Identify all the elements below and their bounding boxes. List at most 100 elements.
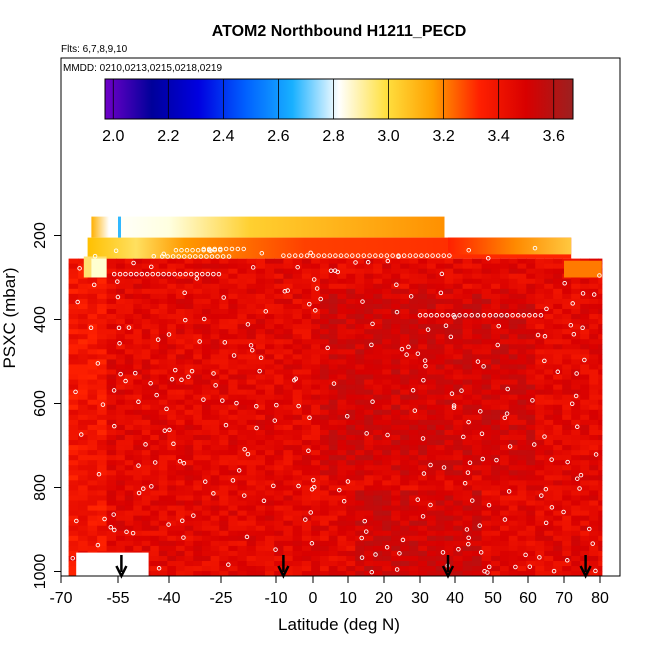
heatmap-cell (124, 540, 134, 547)
heatmap-cell (150, 298, 160, 305)
heatmap-cell (444, 298, 454, 305)
sample-point (423, 313, 428, 318)
heatmap-cell (106, 404, 117, 411)
heatmap-cell (311, 435, 321, 441)
heatmap-cell (210, 480, 220, 486)
heatmap-cell (444, 414, 454, 421)
heatmap-cell (598, 571, 603, 576)
heatmap-cell (237, 525, 248, 532)
heatmap-cell (355, 324, 365, 330)
heatmap-cell (133, 293, 143, 300)
heatmap-cell (328, 465, 339, 471)
heatmap-cell (346, 510, 356, 517)
heatmap-cell (462, 500, 473, 507)
heatmap-cell (526, 303, 536, 310)
heatmap-cell (491, 339, 501, 345)
heatmap-cell (544, 324, 554, 330)
heatmap-cell (265, 334, 275, 340)
heatmap-cell (193, 298, 203, 305)
heatmap-cell (427, 465, 437, 471)
heatmap-cell (228, 455, 239, 461)
heatmap-cell (328, 314, 339, 320)
sample-point (128, 271, 134, 277)
heatmap-cell (175, 535, 186, 542)
heatmap-cell (562, 399, 572, 406)
heatmap-cell (255, 399, 266, 406)
heatmap-cell (418, 450, 428, 456)
sample-point (111, 512, 116, 517)
heatmap-cell (508, 414, 519, 421)
sample-point (307, 415, 312, 421)
heatmap-cell (87, 314, 98, 320)
heatmap-cell (409, 480, 419, 486)
heatmap-cell (589, 283, 599, 290)
heatmap-cell (193, 394, 203, 401)
heatmap-cell (141, 379, 151, 386)
heatmap-cell (150, 550, 160, 557)
heatmap-cell (87, 440, 98, 446)
heatmap-cell (97, 414, 108, 421)
sample-point (441, 465, 447, 470)
heatmap-cell (210, 550, 220, 557)
heatmap-cell (133, 530, 143, 537)
heatmap-cell (409, 404, 419, 411)
heatmap-cell (237, 571, 248, 576)
heatmap-cell (193, 283, 203, 290)
sample-point (261, 498, 267, 504)
heatmap-cell (400, 409, 410, 416)
heatmap-cell (500, 268, 510, 275)
heatmap-cell (283, 278, 294, 285)
heatmap-cell (167, 283, 177, 290)
heatmap-cell (184, 500, 194, 507)
heatmap-cell (472, 505, 483, 512)
heatmap-cell (500, 414, 510, 421)
heatmap-cell (97, 389, 108, 396)
heatmap-cell (346, 465, 356, 471)
heatmap-cell (500, 324, 510, 330)
heatmap-cell (158, 500, 168, 507)
heatmap-cell (508, 389, 519, 396)
heatmap-cell (320, 419, 330, 426)
heatmap-cell (184, 515, 194, 522)
heatmap-cell (311, 329, 321, 335)
sample-point (413, 253, 418, 258)
heatmap-cell (562, 288, 572, 295)
heatmap-cell (167, 424, 177, 431)
heatmap-cell (355, 475, 365, 481)
heatmap-cell (427, 480, 437, 486)
heatmap-cell (444, 475, 454, 481)
heatmap-cell (150, 369, 160, 376)
heatmap-cell (255, 354, 266, 360)
heatmap-cell (544, 278, 554, 285)
heatmap-cell (427, 349, 437, 355)
heatmap-cell (544, 545, 554, 552)
heatmap-cell (346, 485, 356, 492)
heatmap-cell (201, 555, 212, 562)
heatmap-cell (184, 409, 194, 416)
heatmap-cell (544, 465, 554, 471)
heatmap-cell (228, 319, 239, 325)
heatmap-cell (346, 329, 356, 335)
heatmap-cell (553, 303, 563, 310)
heatmap-cell (337, 460, 347, 466)
heatmap-cell (418, 258, 428, 265)
heatmap-cell (301, 344, 312, 350)
heatmap-cell (444, 258, 454, 265)
heatmap-cell (158, 424, 168, 431)
heatmap-cell (427, 424, 437, 431)
heatmap-cell (491, 283, 501, 290)
sample-point (115, 279, 120, 284)
heatmap-cell (175, 530, 186, 537)
heatmap-cell (106, 490, 117, 497)
heatmap-cell (598, 470, 603, 476)
heatmap-cell (265, 465, 275, 471)
heatmap-cell (355, 555, 365, 562)
heatmap-cell (311, 258, 321, 265)
heatmap-cell (535, 510, 545, 517)
heatmap-cell (491, 450, 501, 456)
heatmap-cell (158, 495, 168, 502)
sample-point (353, 260, 358, 265)
heatmap-cell (400, 288, 410, 295)
heatmap-cell (255, 460, 266, 466)
